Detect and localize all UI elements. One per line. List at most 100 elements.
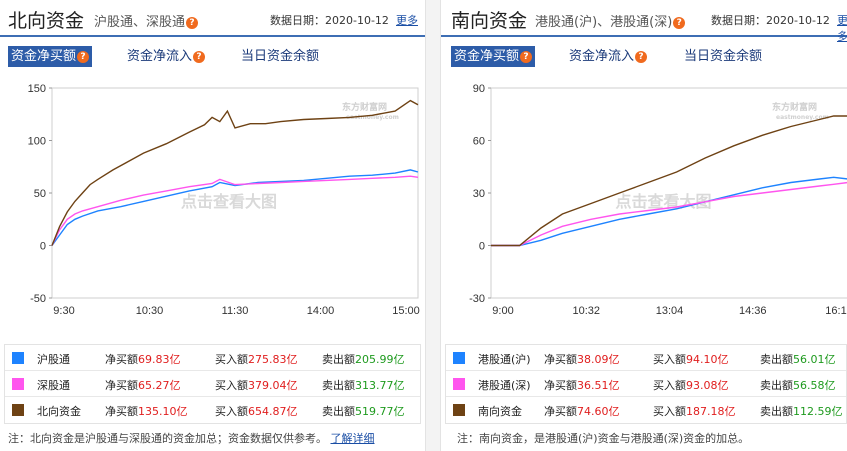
legend-row-shanghai: 沪股通 净买额69.83亿 买入额275.83亿 卖出额205.99亿 xyxy=(5,345,420,371)
y-tick-label: -30 xyxy=(469,293,485,305)
south-tab-net-inflow[interactable]: 资金净流入? xyxy=(566,46,650,67)
south-tab-net-buy[interactable]: 资金净买额? xyxy=(451,46,536,67)
help-icon[interactable]: ? xyxy=(77,51,90,63)
legend-name: 港股通(深) xyxy=(478,379,531,392)
watermark-url: eastmoney.com xyxy=(346,114,399,121)
north-more-link[interactable]: 更多 xyxy=(396,14,418,27)
x-tick-label: 14:36 xyxy=(739,305,767,317)
series-line xyxy=(51,99,419,246)
legend-buy: 买入额654.87亿 xyxy=(215,405,298,418)
north-date: 数据日期：2020-10-12 xyxy=(270,14,389,27)
south-more-link[interactable]: 更多 xyxy=(837,14,847,43)
watermark-url: eastmoney.com xyxy=(776,114,829,121)
legend-swatch xyxy=(453,404,465,416)
legend-buy: 买入额187.18亿 xyxy=(653,405,736,418)
panel-gap xyxy=(426,0,440,451)
legend-swatch xyxy=(453,378,465,390)
legend-net: 净买额36.51亿 xyxy=(544,379,620,392)
y-tick-label: 30 xyxy=(473,188,485,200)
legend-buy: 买入额275.83亿 xyxy=(215,353,298,366)
y-tick-label: 60 xyxy=(473,136,485,148)
south-date: 数据日期：2020-10-12 xyxy=(711,14,830,27)
legend-net: 净买额38.09亿 xyxy=(544,353,620,366)
x-tick-label: 14:00 xyxy=(307,305,335,317)
south-legend: 港股通(沪) 净买额38.09亿 买入额94.10亿 卖出额56.01亿 港股通… xyxy=(445,344,847,424)
x-tick-label: 15:00 xyxy=(392,305,420,317)
series-line xyxy=(491,115,847,247)
legend-net: 净买额69.83亿 xyxy=(105,353,181,366)
x-tick-label: 11:30 xyxy=(222,305,249,317)
legend-buy: 买入额93.08亿 xyxy=(653,379,729,392)
legend-net: 净买额135.10亿 xyxy=(105,405,188,418)
help-icon[interactable]: ? xyxy=(186,17,199,29)
legend-sell: 卖出额112.59亿 xyxy=(760,405,843,418)
south-subtitle: 港股通(沪)、港股通(深)? xyxy=(535,11,686,30)
legend-swatch xyxy=(12,378,24,390)
north-tab-balance[interactable]: 当日资金余额 xyxy=(241,49,320,64)
legend-row-hk-sh: 港股通(沪) 净买额38.09亿 买入额94.10亿 卖出额56.01亿 xyxy=(446,345,846,371)
x-tick-label: 10:30 xyxy=(136,305,164,317)
watermark-logo: 东方财富网 xyxy=(342,101,387,113)
watermark-logo: 东方财富网 xyxy=(772,101,817,113)
plot-frame xyxy=(51,87,419,299)
legend-name: 沪股通 xyxy=(37,353,70,366)
series-line xyxy=(51,169,419,246)
legend-sell: 卖出额56.01亿 xyxy=(760,353,836,366)
x-tick-label: 10:32 xyxy=(572,305,600,317)
series-line xyxy=(51,175,419,246)
series-line xyxy=(491,176,847,247)
series-line xyxy=(491,181,847,247)
south-header: 南向资金 港股通(沪)、港股通(深)? 数据日期：2020-10-12 更多 xyxy=(441,0,847,43)
north-tab-net-buy[interactable]: 资金净买额? xyxy=(8,46,93,67)
legend-sell: 卖出额56.58亿 xyxy=(760,379,836,392)
y-tick-label: 90 xyxy=(473,83,485,95)
x-tick-label: 9:30 xyxy=(53,305,74,317)
legend-swatch xyxy=(12,404,24,416)
south-panel: 南向资金 港股通(沪)、港股通(深)? 数据日期：2020-10-12 更多 资… xyxy=(440,0,847,451)
y-tick-label: 150 xyxy=(28,83,46,95)
legend-buy: 买入额379.04亿 xyxy=(215,379,298,392)
help-icon[interactable]: ? xyxy=(193,51,206,63)
y-tick-label: 50 xyxy=(34,188,46,200)
legend-swatch xyxy=(453,352,465,364)
legend-row-northbound: 北向资金 净买额135.10亿 买入额654.87亿 卖出额519.77亿 xyxy=(5,397,420,423)
legend-name: 港股通(沪) xyxy=(478,353,531,366)
y-tick-label: -50 xyxy=(30,293,46,305)
help-icon[interactable]: ? xyxy=(673,17,686,29)
x-tick-label: 9:00 xyxy=(492,305,513,317)
legend-name: 南向资金 xyxy=(478,405,522,418)
north-subtitle: 沪股通、深股通? xyxy=(94,11,199,30)
plot-frame xyxy=(490,87,847,299)
help-icon[interactable]: ? xyxy=(635,51,648,63)
legend-row-hk-sz: 港股通(深) 净买额36.51亿 买入额93.08亿 卖出额56.58亿 xyxy=(446,371,846,397)
legend-buy: 买入额94.10亿 xyxy=(653,353,729,366)
y-tick-label: 0 xyxy=(479,241,485,253)
y-tick-label: 0 xyxy=(40,241,46,253)
south-note: 注：南向资金，是港股通(沪)资金与港股通(深)资金的加总。 xyxy=(457,432,750,445)
x-tick-label: 13:04 xyxy=(656,305,684,317)
south-tab-balance[interactable]: 当日资金余额 xyxy=(684,49,763,64)
y-tick-label: 100 xyxy=(28,136,46,148)
help-icon[interactable]: ? xyxy=(520,51,533,63)
legend-sell: 卖出额313.77亿 xyxy=(322,379,405,392)
legend-name: 深股通 xyxy=(37,379,70,392)
south-title: 南向资金 xyxy=(451,10,528,32)
north-title: 北向资金 xyxy=(8,10,85,32)
legend-sell: 卖出额519.77亿 xyxy=(322,405,405,418)
legend-name: 北向资金 xyxy=(37,405,81,418)
north-header: 北向资金 沪股通、深股通? 数据日期：2020-10-12 更多 xyxy=(0,0,425,37)
learn-more-link[interactable]: 了解详细 xyxy=(330,432,375,445)
legend-net: 净买额65.27亿 xyxy=(105,379,181,392)
legend-net: 净买额74.60亿 xyxy=(544,405,620,418)
legend-row-shenzhen: 深股通 净买额65.27亿 买入额379.04亿 卖出额313.77亿 xyxy=(5,371,420,397)
legend-row-southbound: 南向资金 净买额74.60亿 买入额187.18亿 卖出额112.59亿 xyxy=(446,397,846,423)
north-tab-net-inflow[interactable]: 资金净流入? xyxy=(124,46,208,67)
legend-swatch xyxy=(12,352,24,364)
north-note: 注：北向资金是沪股通与深股通的资金加总；资金数据仅供参考。 了解详细 xyxy=(8,432,375,445)
x-tick-label: 16:1 xyxy=(825,305,846,317)
north-legend: 沪股通 净买额69.83亿 买入额275.83亿 卖出额205.99亿 深股通 … xyxy=(4,344,421,424)
legend-sell: 卖出额205.99亿 xyxy=(322,353,405,366)
